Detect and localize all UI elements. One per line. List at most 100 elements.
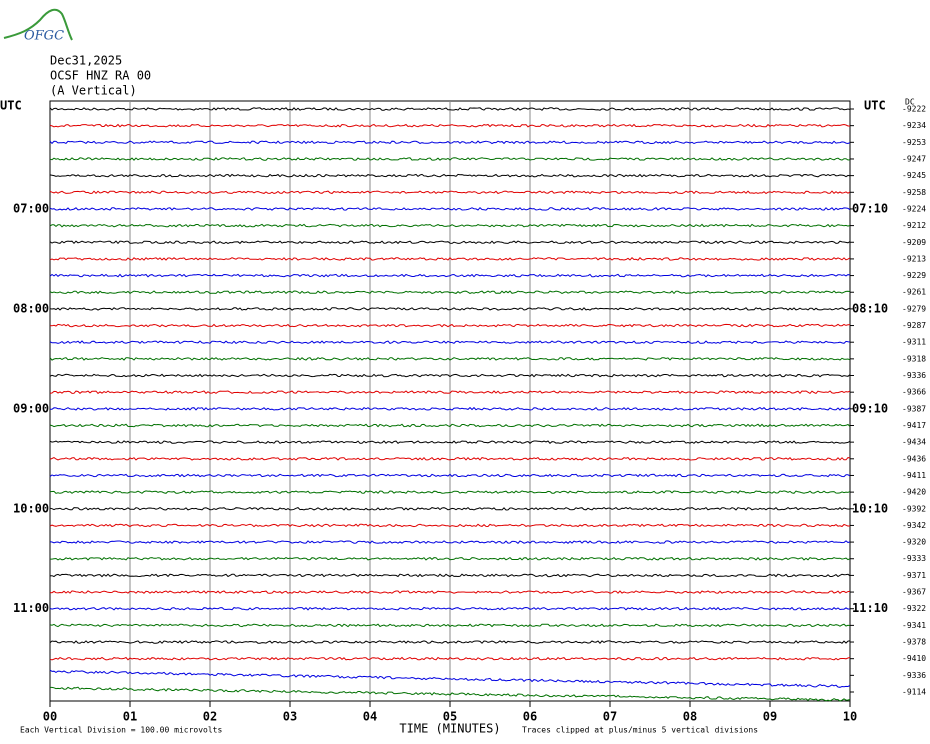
dc-title: DC (905, 98, 915, 107)
dc-offset: -9320 (902, 538, 926, 547)
dc-offset: -9114 (902, 688, 926, 697)
trace (49, 573, 851, 578)
trace (49, 373, 851, 378)
dc-offset: -9342 (902, 521, 926, 530)
dc-offset: -9229 (902, 271, 926, 280)
hour-label: 10:00 (13, 501, 49, 515)
trace (49, 240, 851, 245)
trace (49, 323, 851, 328)
trace (49, 506, 851, 511)
x-title: TIME (MINUTES) (399, 722, 500, 736)
trace (49, 540, 851, 544)
trace (49, 440, 851, 445)
trace (49, 107, 851, 111)
dc-offset: -9224 (902, 204, 926, 213)
dc-offset: -9371 (902, 571, 926, 580)
x-tick-label: 07 (603, 710, 617, 724)
dc-offset: -9366 (902, 388, 926, 397)
hour-label: 09:10 (852, 401, 888, 415)
x-tick-label: 02 (203, 710, 217, 724)
trace (49, 523, 851, 528)
trace (49, 406, 851, 411)
dc-offset: -9253 (902, 138, 926, 147)
dc-offset: -9378 (902, 638, 926, 647)
dc-offset: -9261 (902, 288, 926, 297)
dc-offset: -9318 (902, 354, 926, 363)
trace (49, 456, 851, 461)
trace (50, 686, 851, 702)
trace (49, 123, 850, 128)
dc-offset: -9279 (902, 304, 926, 313)
dc-offset: -9322 (902, 604, 926, 613)
scale-note: Each Vertical Division = 100.00 microvol… (20, 726, 222, 735)
x-tick-label: 09 (763, 710, 777, 724)
clip-note: Traces clipped at plus/minus 5 vertical … (522, 726, 758, 735)
logo: OFGC (24, 29, 64, 44)
x-tick-label: 04 (363, 710, 377, 724)
trace (49, 140, 851, 145)
trace (49, 223, 851, 228)
logo-arc (3, 8, 73, 41)
dc-offset: -9311 (902, 338, 926, 347)
dc-offset: -9222 (902, 105, 926, 114)
dc-offset: -9247 (902, 154, 926, 163)
dc-offset: -9417 (902, 421, 926, 430)
station: OCSF HNZ RA 00 (50, 69, 151, 83)
trace (49, 606, 851, 611)
trace (50, 556, 851, 561)
hour-label: 07:10 (852, 201, 888, 215)
dc-offset: -9411 (902, 471, 926, 480)
dc-offset: -9387 (902, 404, 926, 413)
trace (49, 490, 851, 494)
x-tick-label: 10 (843, 710, 857, 724)
trace (49, 623, 851, 628)
dc-offset: -9336 (902, 671, 926, 680)
hour-label: 09:00 (13, 401, 49, 415)
dc-offset: -9367 (902, 588, 926, 597)
hour-label: 07:00 (13, 201, 49, 215)
trace (49, 656, 851, 661)
hour-label: 08:10 (852, 301, 888, 315)
trace (49, 190, 851, 195)
x-tick-label: 06 (523, 710, 537, 724)
dc-offset: -9287 (902, 321, 926, 330)
trace (49, 290, 851, 295)
x-tick-label: 08 (683, 710, 697, 724)
dc-offset: -9341 (902, 621, 926, 630)
dc-offset: -9213 (902, 254, 926, 263)
left-title: UTC (0, 99, 22, 113)
hour-label: 08:00 (13, 301, 49, 315)
trace (49, 423, 851, 428)
hour-label: 11:10 (852, 601, 888, 615)
dc-offset: -9258 (902, 188, 926, 197)
trace (49, 356, 851, 361)
dc-offset: -9245 (902, 171, 926, 180)
x-tick-label: 03 (283, 710, 297, 724)
dc-offset: -9333 (902, 554, 926, 563)
x-tick-label: 01 (123, 710, 137, 724)
dc-offset: -9209 (902, 238, 926, 247)
trace (49, 390, 851, 395)
dc-offset: -9410 (902, 654, 926, 663)
dc-offset: -9436 (902, 454, 926, 463)
component: (A Vertical) (50, 84, 137, 98)
dc-offset: -9212 (902, 221, 926, 230)
trace (49, 640, 851, 644)
trace (49, 273, 851, 278)
dc-offset: -9434 (902, 438, 926, 447)
dc-offset: -9336 (902, 371, 926, 380)
trace (49, 590, 851, 594)
trace (49, 473, 851, 478)
hour-label: 11:00 (13, 601, 49, 615)
trace (49, 206, 851, 211)
hour-label: 10:10 (852, 501, 888, 515)
right-title: UTC (864, 99, 886, 113)
dc-offset: -9234 (902, 121, 926, 130)
trace (49, 340, 851, 345)
dc-offset: -9392 (902, 504, 926, 513)
x-tick-label: 05 (443, 710, 457, 724)
trace (49, 173, 851, 178)
trace (49, 669, 851, 688)
